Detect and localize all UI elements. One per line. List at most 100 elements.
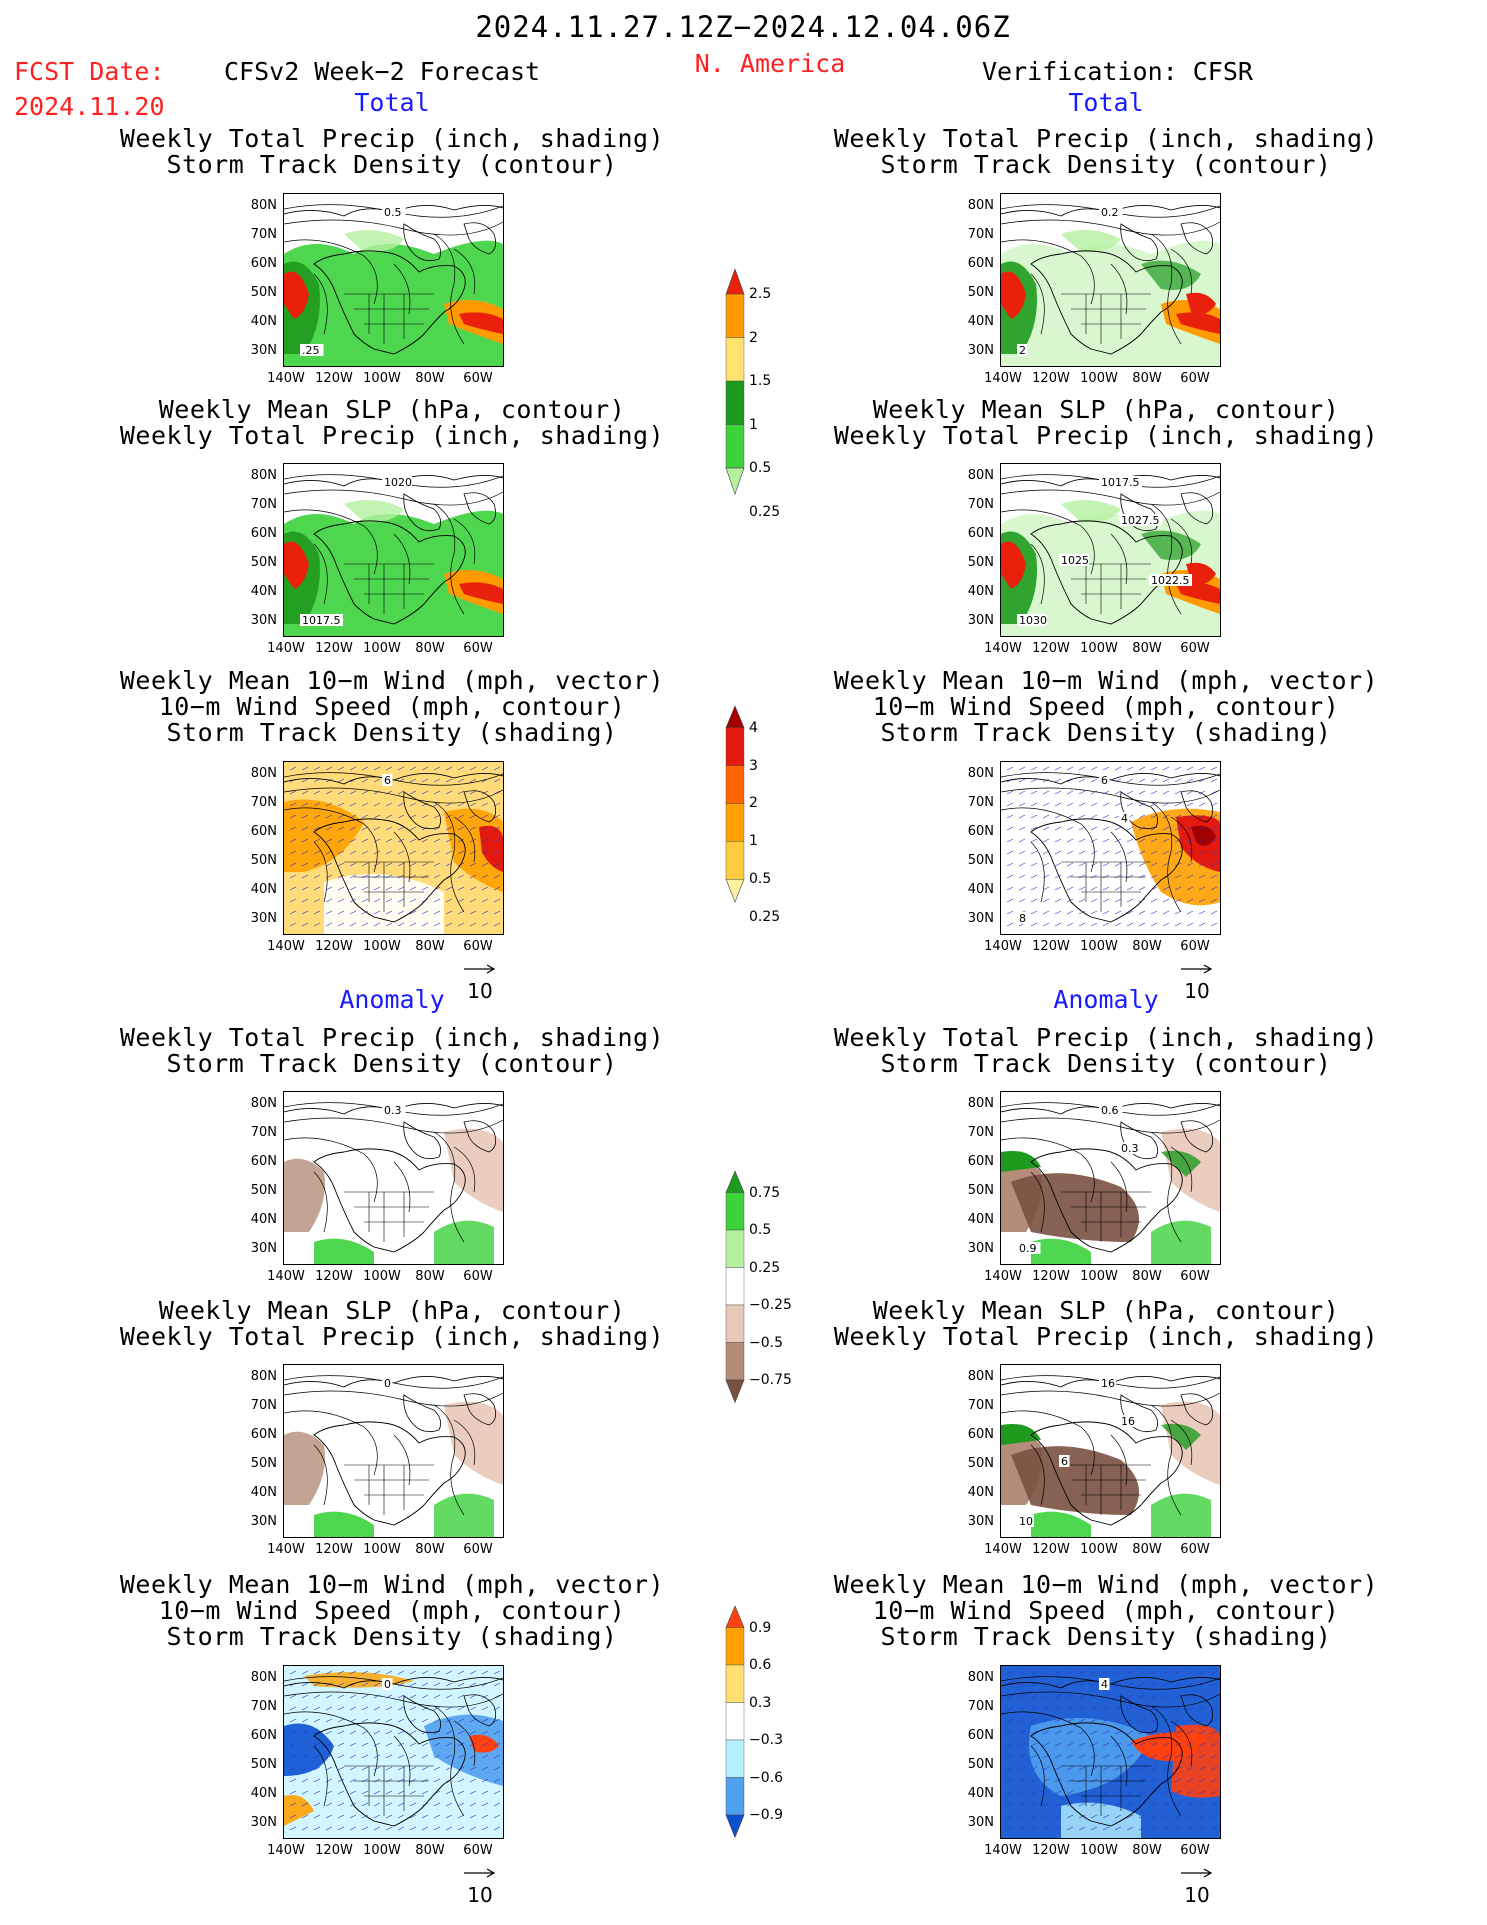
panel-title-line: 10−m Wind Speed (mph, contour) bbox=[158, 692, 626, 721]
panel-title-line: Weekly Total Precip (inch, shading) bbox=[119, 1023, 665, 1052]
lat-tick-label: 50N bbox=[967, 853, 994, 868]
colorbar-storm-total bbox=[725, 705, 745, 903]
colorbar-label: −0.3 bbox=[749, 1732, 783, 1748]
lat-tick-label: 40N bbox=[967, 314, 994, 329]
fcst-date-label: FCST Date: bbox=[14, 57, 165, 86]
contour-label-bg bbox=[382, 1678, 393, 1690]
shading-region bbox=[1141, 260, 1201, 290]
colorbar-cap bbox=[725, 268, 745, 295]
colorbar-cap bbox=[725, 878, 745, 903]
map-ob-slp-anom: 16 10 16 6 bbox=[1000, 1364, 1221, 1538]
shading-region bbox=[1061, 500, 1121, 523]
wind-vectors bbox=[289, 766, 501, 927]
shading-region bbox=[1151, 1493, 1211, 1537]
map-ob-precip-total: 0.2 2 bbox=[1000, 193, 1221, 367]
colorbar-cap bbox=[725, 1814, 745, 1839]
lon-tick-label: 80W bbox=[415, 641, 445, 656]
lon-tick-label: 60W bbox=[1180, 1542, 1210, 1557]
contour-label-bg bbox=[1119, 812, 1130, 824]
contour-label: 6 bbox=[1061, 1455, 1068, 1468]
contour-label: 1025 bbox=[1061, 554, 1089, 567]
colorbar-segment bbox=[725, 1627, 745, 1666]
lon-tick-label: 100W bbox=[1080, 371, 1118, 386]
panel-title-line: 10−m Wind Speed (mph, contour) bbox=[872, 1596, 1340, 1625]
map-ob-slp-total: 1017.5 1030 1027.5 1025 1022.5 bbox=[1000, 463, 1221, 637]
shading-region bbox=[1141, 530, 1201, 560]
map-ob-precip-anom: 0.6 0.9 0.3 bbox=[1000, 1091, 1221, 1265]
lon-tick-label: 140W bbox=[267, 1843, 305, 1858]
lon-tick-label: 100W bbox=[363, 1843, 401, 1858]
colorbar-segment bbox=[725, 337, 745, 382]
map-ob-wind-total: 6 8 4 bbox=[1000, 761, 1221, 935]
vector-reference-label: 10 bbox=[1184, 979, 1210, 1003]
contour-label: 0.9 bbox=[1019, 1242, 1037, 1255]
lat-tick-label: 30N bbox=[967, 911, 994, 926]
total-label-right: Total bbox=[1068, 88, 1144, 117]
lon-tick-label: 60W bbox=[1180, 1843, 1210, 1858]
contour-label: 4 bbox=[1101, 1678, 1108, 1691]
lat-tick-label: 60N bbox=[250, 824, 277, 839]
lon-tick-label: 120W bbox=[315, 1843, 353, 1858]
model-title: CFSv2 Week−2 Forecast bbox=[224, 57, 541, 86]
lat-tick-label: 70N bbox=[250, 497, 277, 512]
lon-tick-label: 80W bbox=[1132, 641, 1162, 656]
lat-tick-label: 40N bbox=[967, 882, 994, 897]
contour-label: 8 bbox=[1019, 912, 1026, 925]
colorbar-label: 0.25 bbox=[749, 503, 781, 520]
lat-tick-label: 30N bbox=[967, 613, 994, 628]
fcst-date-value: 2024.11.20 bbox=[14, 92, 165, 121]
shading-region bbox=[284, 1795, 314, 1826]
lon-tick-label: 60W bbox=[463, 641, 493, 656]
shading-region bbox=[344, 230, 404, 253]
lat-tick-label: 70N bbox=[967, 227, 994, 242]
lat-tick-label: 30N bbox=[250, 613, 277, 628]
lon-tick-label: 80W bbox=[1132, 1843, 1162, 1858]
lat-tick-label: 70N bbox=[250, 227, 277, 242]
colorbar-label: 4 bbox=[749, 719, 758, 736]
total-label-left: Total bbox=[354, 88, 430, 117]
lat-tick-label: 30N bbox=[250, 1815, 277, 1830]
contour-label: 0 bbox=[384, 1377, 391, 1390]
shading-region bbox=[1171, 1724, 1220, 1798]
lat-tick-label: 60N bbox=[250, 526, 277, 541]
lon-tick-label: 140W bbox=[267, 1542, 305, 1557]
lon-tick-label: 120W bbox=[1032, 1843, 1070, 1858]
lon-tick-label: 140W bbox=[984, 1843, 1022, 1858]
contour-label-bg bbox=[1017, 912, 1028, 924]
colorbar-label: 0.5 bbox=[749, 460, 772, 477]
vector-reference: 10 bbox=[1180, 955, 1214, 1003]
contour-label: 10 bbox=[1019, 1515, 1033, 1528]
colorbar-segment bbox=[725, 1739, 745, 1778]
lat-tick-label: 80N bbox=[967, 1369, 994, 1384]
panel-title-line: Weekly Total Precip (inch, shading) bbox=[833, 421, 1379, 450]
lon-tick-label: 80W bbox=[1132, 1542, 1162, 1557]
lat-tick-label: 40N bbox=[967, 1485, 994, 1500]
contour-label-bg bbox=[1099, 774, 1110, 786]
colorbar-precip-total bbox=[725, 268, 745, 496]
shading-region bbox=[1001, 271, 1026, 319]
anomaly-label-left: Anomaly bbox=[339, 985, 445, 1014]
lat-tick-label: 70N bbox=[967, 1398, 994, 1413]
shading-region bbox=[344, 500, 404, 523]
lat-tick-label: 40N bbox=[250, 1485, 277, 1500]
lat-tick-label: 30N bbox=[250, 911, 277, 926]
shading-region bbox=[284, 1723, 334, 1776]
colorbar-segment bbox=[725, 1192, 745, 1231]
lon-tick-label: 80W bbox=[415, 1843, 445, 1858]
contour-label: 0.2 bbox=[1101, 206, 1119, 219]
lat-tick-label: 80N bbox=[250, 766, 277, 781]
colorbar-cap bbox=[725, 467, 745, 496]
contour-label: .25 bbox=[302, 344, 320, 357]
lat-tick-label: 50N bbox=[250, 555, 277, 570]
lat-tick-label: 50N bbox=[967, 555, 994, 570]
lat-tick-label: 60N bbox=[250, 256, 277, 271]
lon-tick-label: 80W bbox=[1132, 1269, 1162, 1284]
shading-region bbox=[434, 1220, 494, 1264]
lat-tick-label: 40N bbox=[250, 882, 277, 897]
colorbar-segment bbox=[725, 424, 745, 469]
panel-title-line: Weekly Total Precip (inch, shading) bbox=[833, 1322, 1379, 1351]
colorbar-segment bbox=[725, 1342, 745, 1381]
shading-region bbox=[1001, 1424, 1041, 1445]
contour-label: 0.3 bbox=[1121, 1142, 1139, 1155]
lat-tick-label: 60N bbox=[967, 1728, 994, 1743]
